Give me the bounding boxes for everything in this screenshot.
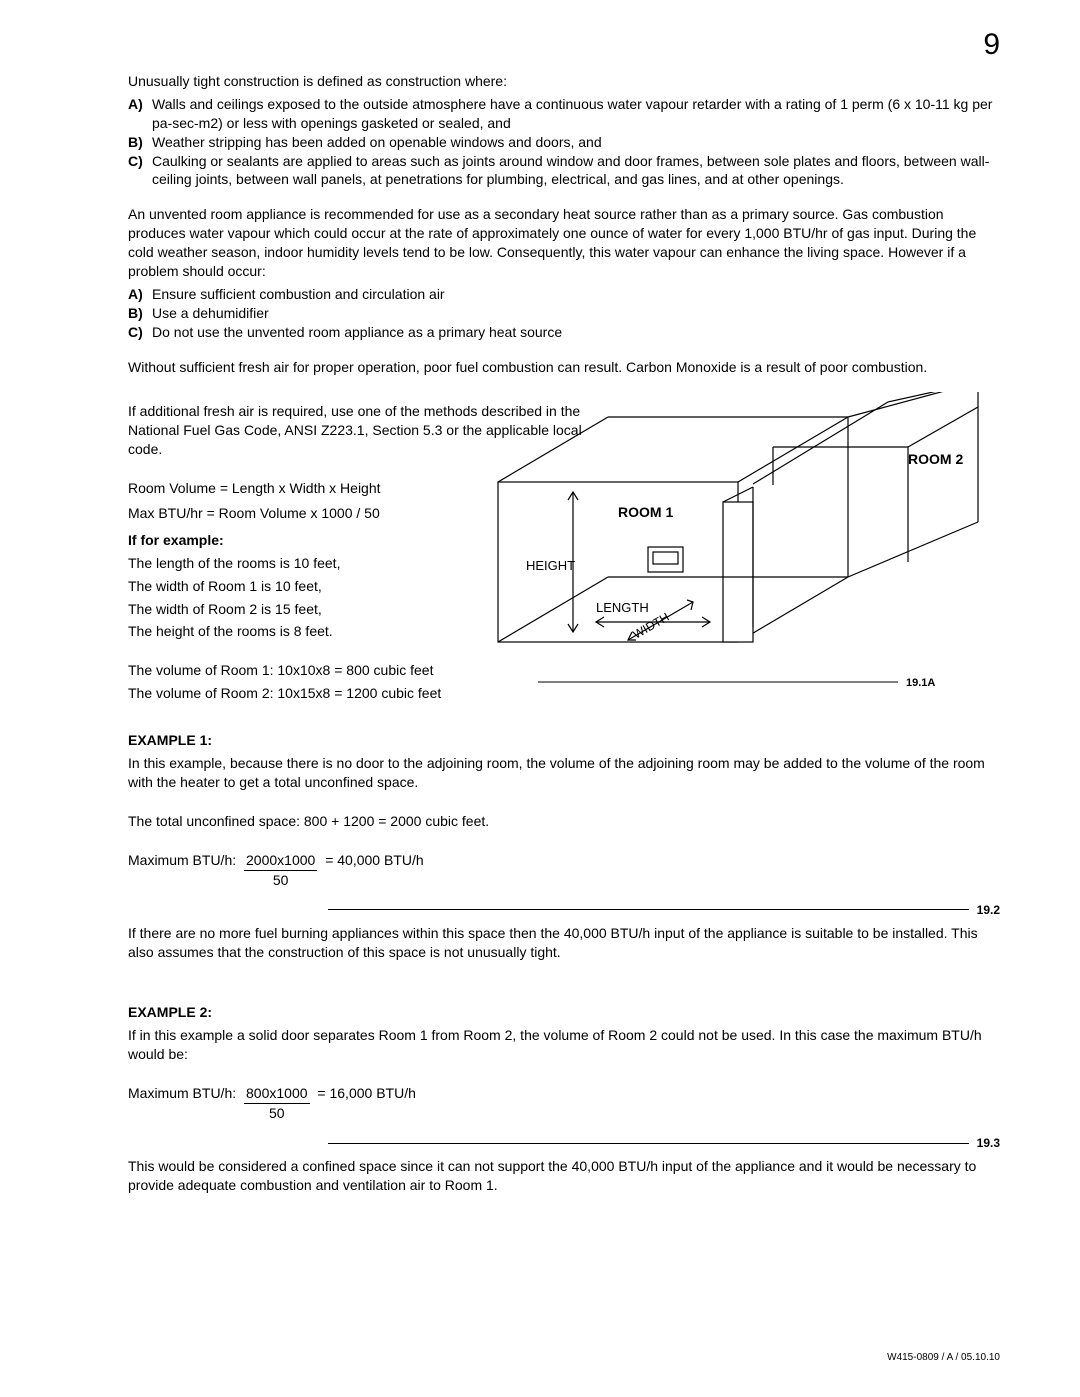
example-line: The width of Room 1 is 10 feet, xyxy=(128,577,498,596)
list-letter: A) xyxy=(128,95,152,133)
example1-p3: If there are no more fuel burning applia… xyxy=(128,924,1000,962)
list-letter: B) xyxy=(128,304,152,323)
room-diagram: ROOM 1 ROOM 2 HEIGHT LENGTH WIDTH 19.1A xyxy=(478,392,998,692)
fraction-top: 2000x1000 xyxy=(244,851,317,871)
rule-193: 19.3 xyxy=(128,1135,1000,1151)
length-label: LENGTH xyxy=(596,600,649,615)
p2-item-a: A) Ensure sufﬁcient combustion and circu… xyxy=(128,285,1000,304)
p2-item-c: C) Do not use the unvented room applianc… xyxy=(128,323,1000,342)
fraction-top: 800x1000 xyxy=(244,1084,310,1104)
fraction: 2000x1000 50 xyxy=(244,851,317,890)
intro-text: Unusually tight construction is deﬁned a… xyxy=(128,72,1000,91)
page-number: 9 xyxy=(983,28,1000,62)
list-text: Do not use the unvented room appliance a… xyxy=(152,323,1000,342)
example2-heading: EXAMPLE 2: xyxy=(128,1003,1000,1022)
list-text: Use a dehumidiﬁer xyxy=(152,304,1000,323)
intro-item-c: C) Caulking or sealants are applied to a… xyxy=(128,152,1000,190)
example-line: The width of Room 2 is 15 feet, xyxy=(128,600,498,619)
rule-192: 19.2 xyxy=(128,902,1000,918)
list-text: Ensure sufﬁcient combustion and circulat… xyxy=(152,285,1000,304)
btu-label: Maximum BTU/h: xyxy=(128,1085,236,1101)
example1-heading: EXAMPLE 1: xyxy=(128,731,1000,750)
btu-result: = 40,000 BTU/h xyxy=(325,852,423,868)
volume-line: The volume of Room 1: 10x10x8 = 800 cubi… xyxy=(128,661,498,680)
rule-label: 19.2 xyxy=(977,902,1000,918)
example2-p1: If in this example a solid door separate… xyxy=(128,1026,1000,1064)
example-line: The height of the rooms is 8 feet. xyxy=(128,622,498,641)
height-label: HEIGHT xyxy=(526,558,575,573)
body-content: Unusually tight construction is deﬁned a… xyxy=(128,72,1000,1195)
example2-formula: Maximum BTU/h: 800x1000 50 = 16,000 BTU/… xyxy=(128,1084,1000,1123)
list-letter: C) xyxy=(128,152,152,190)
footer-code: W415-0809 / A / 05.10.10 xyxy=(887,1352,1000,1363)
example1-p2: The total unconﬁned space: 800 + 1200 = … xyxy=(128,812,1000,831)
example1-p1: In this example, because there is no doo… xyxy=(128,754,1000,792)
figure-left-text: If additional fresh air is required, use… xyxy=(128,402,498,703)
paragraph-2: An unvented room appliance is recommende… xyxy=(128,205,1000,281)
p2-item-b: B) Use a dehumidiﬁer xyxy=(128,304,1000,323)
figure-number: 19.1A xyxy=(906,677,935,689)
volume-line: The volume of Room 2: 10x15x8 = 1200 cub… xyxy=(128,684,498,703)
list-text: Caulking or sealants are applied to area… xyxy=(152,152,1000,190)
example1-formula: Maximum BTU/h: 2000x1000 50 = 40,000 BTU… xyxy=(128,851,1000,890)
example-heading: If for example: xyxy=(128,531,498,550)
example-line: The length of the rooms is 10 feet, xyxy=(128,554,498,573)
figure-section: If additional fresh air is required, use… xyxy=(128,402,1000,703)
intro-item-a: A) Walls and ceilings exposed to the out… xyxy=(128,95,1000,133)
btu-result: = 16,000 BTU/h xyxy=(317,1085,415,1101)
formula-volume: Room Volume = Length x Width x Height xyxy=(128,479,498,498)
formula-maxbtu: Max BTU/hr = Room Volume x 1000 / 50 xyxy=(128,504,498,523)
list-letter: A) xyxy=(128,285,152,304)
list-letter: C) xyxy=(128,323,152,342)
example2-p2: This would be considered a conﬁned space… xyxy=(128,1157,1000,1195)
list-text: Walls and ceilings exposed to the outsid… xyxy=(152,95,1000,133)
intro-item-b: B) Weather stripping has been added on o… xyxy=(128,133,1000,152)
page: 9 Unusually tight construction is deﬁned… xyxy=(0,0,1080,1397)
list-text: Weather stripping has been added on open… xyxy=(152,133,1000,152)
fraction: 800x1000 50 xyxy=(244,1084,310,1123)
fraction-bottom: 50 xyxy=(271,871,291,890)
btu-label: Maximum BTU/h: xyxy=(128,852,236,868)
fraction-bottom: 50 xyxy=(267,1104,287,1123)
room2-label: ROOM 2 xyxy=(908,451,963,467)
room1-label: ROOM 1 xyxy=(618,504,673,520)
list-letter: B) xyxy=(128,133,152,152)
rule-label: 19.3 xyxy=(977,1135,1000,1151)
paragraph-3: Without sufﬁcient fresh air for proper o… xyxy=(128,358,1000,377)
